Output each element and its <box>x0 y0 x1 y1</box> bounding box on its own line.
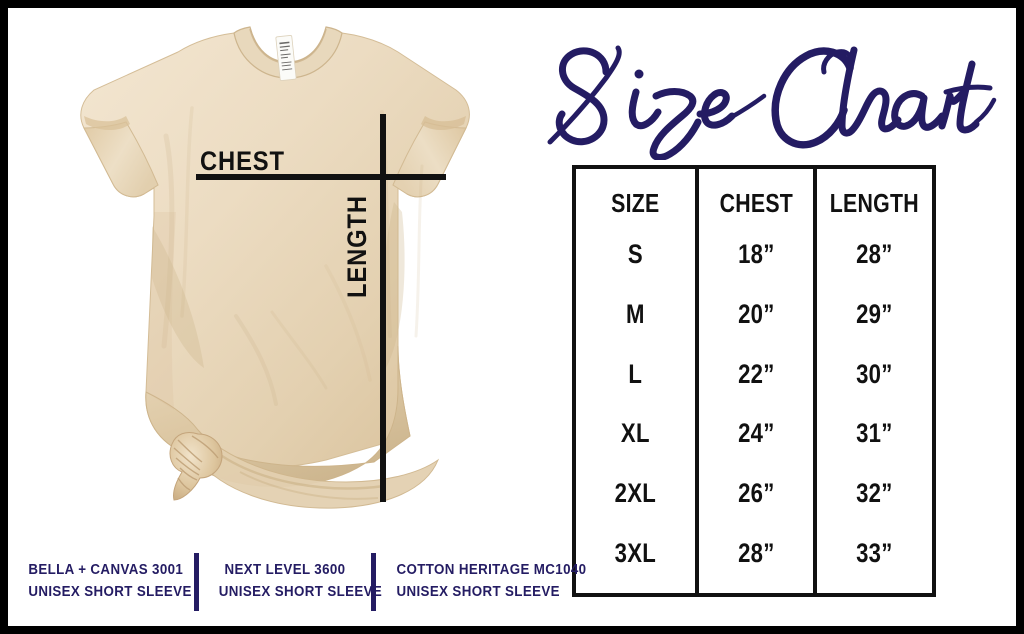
page-title: Size Chart <box>532 30 1002 160</box>
table-row: 24” <box>737 418 775 449</box>
table-row: 28” <box>856 239 893 270</box>
column-header-length: LENGTH <box>830 188 920 218</box>
credit-divider <box>371 553 376 611</box>
chest-measure-label: CHEST <box>200 146 285 176</box>
table-row: 28” <box>737 537 775 568</box>
credit-line-2: UNISEX SHORT SLEEVE <box>218 584 383 600</box>
credit-line-2: UNISEX SHORT SLEEVE <box>28 584 192 600</box>
tshirt-illustration: CHEST LENGTH <box>26 16 496 516</box>
table-row: L <box>628 358 643 389</box>
size-chart-script-title-icon <box>547 45 997 160</box>
table-row: XL <box>620 418 650 449</box>
table-row: 29” <box>856 299 893 329</box>
size-chart-table: SIZE S M L XL 2XL 3XL CHEST 18” 20” 22” … <box>572 165 936 597</box>
chest-measure-line <box>196 174 446 180</box>
tshirt-icon <box>80 26 470 509</box>
credit-item-next-level: NEXT LEVEL 3600 UNISEX SHORT SLEEVE <box>206 560 383 604</box>
length-measure-line <box>380 114 386 502</box>
table-row: 3XL <box>614 537 656 568</box>
credit-line-1: BELLA + CANVAS 3001 <box>28 562 184 579</box>
poster-canvas: CHEST LENGTH <box>8 8 1016 626</box>
table-row: 31” <box>856 418 893 449</box>
credit-item-cotton-heritage: COTTON HERITAGE MC1040 UNISEX SHORT SLEE… <box>384 560 587 604</box>
table-row: 22” <box>737 358 775 389</box>
table-row: 30” <box>856 358 893 389</box>
table-row: S <box>627 239 643 270</box>
table-row: M <box>625 299 645 329</box>
column-header-size: SIZE <box>611 188 660 218</box>
garment-panel: CHEST LENGTH <box>8 8 548 528</box>
table-column-size: SIZE S M L XL 2XL 3XL <box>576 169 695 593</box>
brand-tag-icon <box>275 35 297 81</box>
table-column-chest: CHEST 18” 20” 22” 24” 26” 28” <box>694 169 814 593</box>
table-row: 33” <box>856 537 893 568</box>
credit-line-1: COTTON HERITAGE MC1040 <box>396 562 587 579</box>
table-row: 26” <box>737 478 775 509</box>
credit-divider <box>194 553 199 611</box>
table-row: 32” <box>856 478 893 509</box>
credit-line-1: NEXT LEVEL 3600 <box>224 562 346 579</box>
column-header-chest: CHEST <box>719 188 793 218</box>
credit-item-bella-canvas: BELLA + CANVAS 3001 UNISEX SHORT SLEEVE <box>15 560 192 604</box>
table-column-length: LENGTH 28” 29” 30” 31” 32” 33” <box>813 169 932 593</box>
table-row: 20” <box>737 299 775 329</box>
knot-detail <box>169 431 223 501</box>
length-measure-label: LENGTH <box>342 195 372 298</box>
table-row: 2XL <box>614 478 656 509</box>
table-row: 18” <box>737 239 775 270</box>
credit-line-2: UNISEX SHORT SLEEVE <box>396 584 560 600</box>
garment-credits: BELLA + CANVAS 3001 UNISEX SHORT SLEEVE … <box>8 544 587 620</box>
